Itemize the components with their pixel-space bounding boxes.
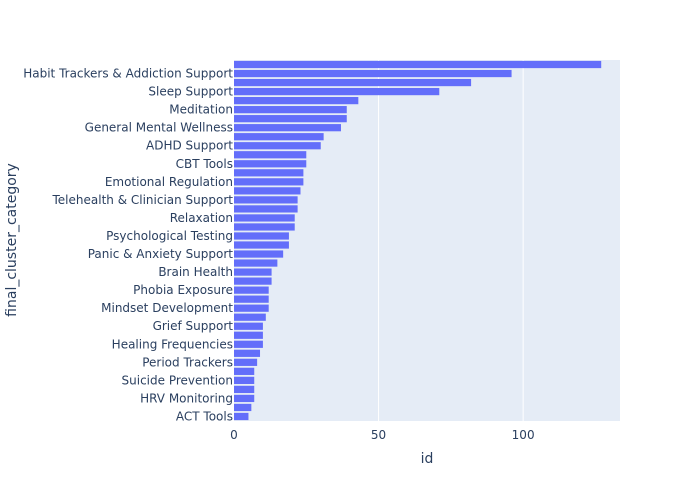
bar <box>234 304 269 312</box>
bar <box>234 403 252 412</box>
y-tick-label: Phobia Exposure <box>133 283 233 297</box>
bar <box>234 322 263 330</box>
x-axis-title: id <box>421 451 434 467</box>
bar <box>234 106 347 114</box>
bar <box>234 250 284 258</box>
bar <box>234 232 289 240</box>
bar <box>234 69 512 78</box>
y-axis-title: final_cluster_category <box>4 163 20 317</box>
bar <box>234 367 255 375</box>
x-tick-label: 100 <box>512 428 535 442</box>
y-tick-label: ACT Tools <box>176 409 233 423</box>
bar <box>234 313 266 321</box>
y-tick-label: General Mental Wellness <box>85 121 233 135</box>
y-tick-label: Panic & Anxiety Support <box>88 247 234 261</box>
bar <box>234 87 440 96</box>
y-tick-label: Meditation <box>169 103 233 117</box>
bar <box>234 205 298 213</box>
bar <box>234 133 324 141</box>
bar <box>234 178 304 186</box>
y-tick-label: Telehealth & Clinician Support <box>52 193 234 207</box>
y-tick-label: Psychological Testing <box>106 229 233 243</box>
bars-layer <box>234 60 602 421</box>
bar <box>234 169 304 177</box>
bar <box>234 340 263 348</box>
bar <box>234 412 249 421</box>
bar <box>234 268 272 276</box>
x-tick-labels: 0 50 100 <box>230 428 534 442</box>
bar <box>234 358 258 366</box>
bar <box>234 160 307 168</box>
bar <box>234 331 263 339</box>
y-tick-label: Habit Trackers & Addiction Support <box>23 67 233 81</box>
y-tick-label: ADHD Support <box>146 139 233 153</box>
y-tick-label: HRV Monitoring <box>140 391 233 405</box>
bar <box>234 124 341 132</box>
x-tick-label: 0 <box>230 428 238 442</box>
bar <box>234 277 272 285</box>
bar <box>234 394 255 403</box>
y-tick-label: Relaxation <box>170 211 233 225</box>
bar <box>234 223 295 231</box>
y-tick-labels: Habit Trackers & Addiction Support Sleep … <box>23 67 233 424</box>
bar <box>234 142 321 150</box>
y-tick-label: CBT Tools <box>176 157 233 171</box>
y-tick-label: Emotional Regulation <box>105 175 233 189</box>
bar <box>234 115 347 123</box>
bar <box>234 295 269 303</box>
bar <box>234 259 278 267</box>
bar <box>234 97 359 105</box>
bar <box>234 214 295 222</box>
bar <box>234 385 255 394</box>
bar <box>234 196 298 204</box>
plot-background <box>234 60 620 421</box>
grid-layer <box>378 60 524 421</box>
bar <box>234 349 261 357</box>
bar <box>234 376 255 384</box>
x-tick-label: 50 <box>371 428 386 442</box>
y-tick-label: Brain Health <box>158 265 233 279</box>
bar <box>234 151 307 159</box>
y-tick-label: Mindset Development <box>101 301 233 315</box>
y-tick-label: Suicide Prevention <box>122 373 233 387</box>
y-tick-label: Sleep Support <box>148 85 233 99</box>
bar <box>234 286 269 294</box>
bar <box>234 60 602 69</box>
y-tick-label: Healing Frequencies <box>112 337 233 351</box>
y-tick-label: Grief Support <box>153 319 234 333</box>
bar <box>234 241 289 249</box>
y-tick-label: Period Trackers <box>142 355 233 369</box>
bar <box>234 187 301 195</box>
bar <box>234 78 472 87</box>
